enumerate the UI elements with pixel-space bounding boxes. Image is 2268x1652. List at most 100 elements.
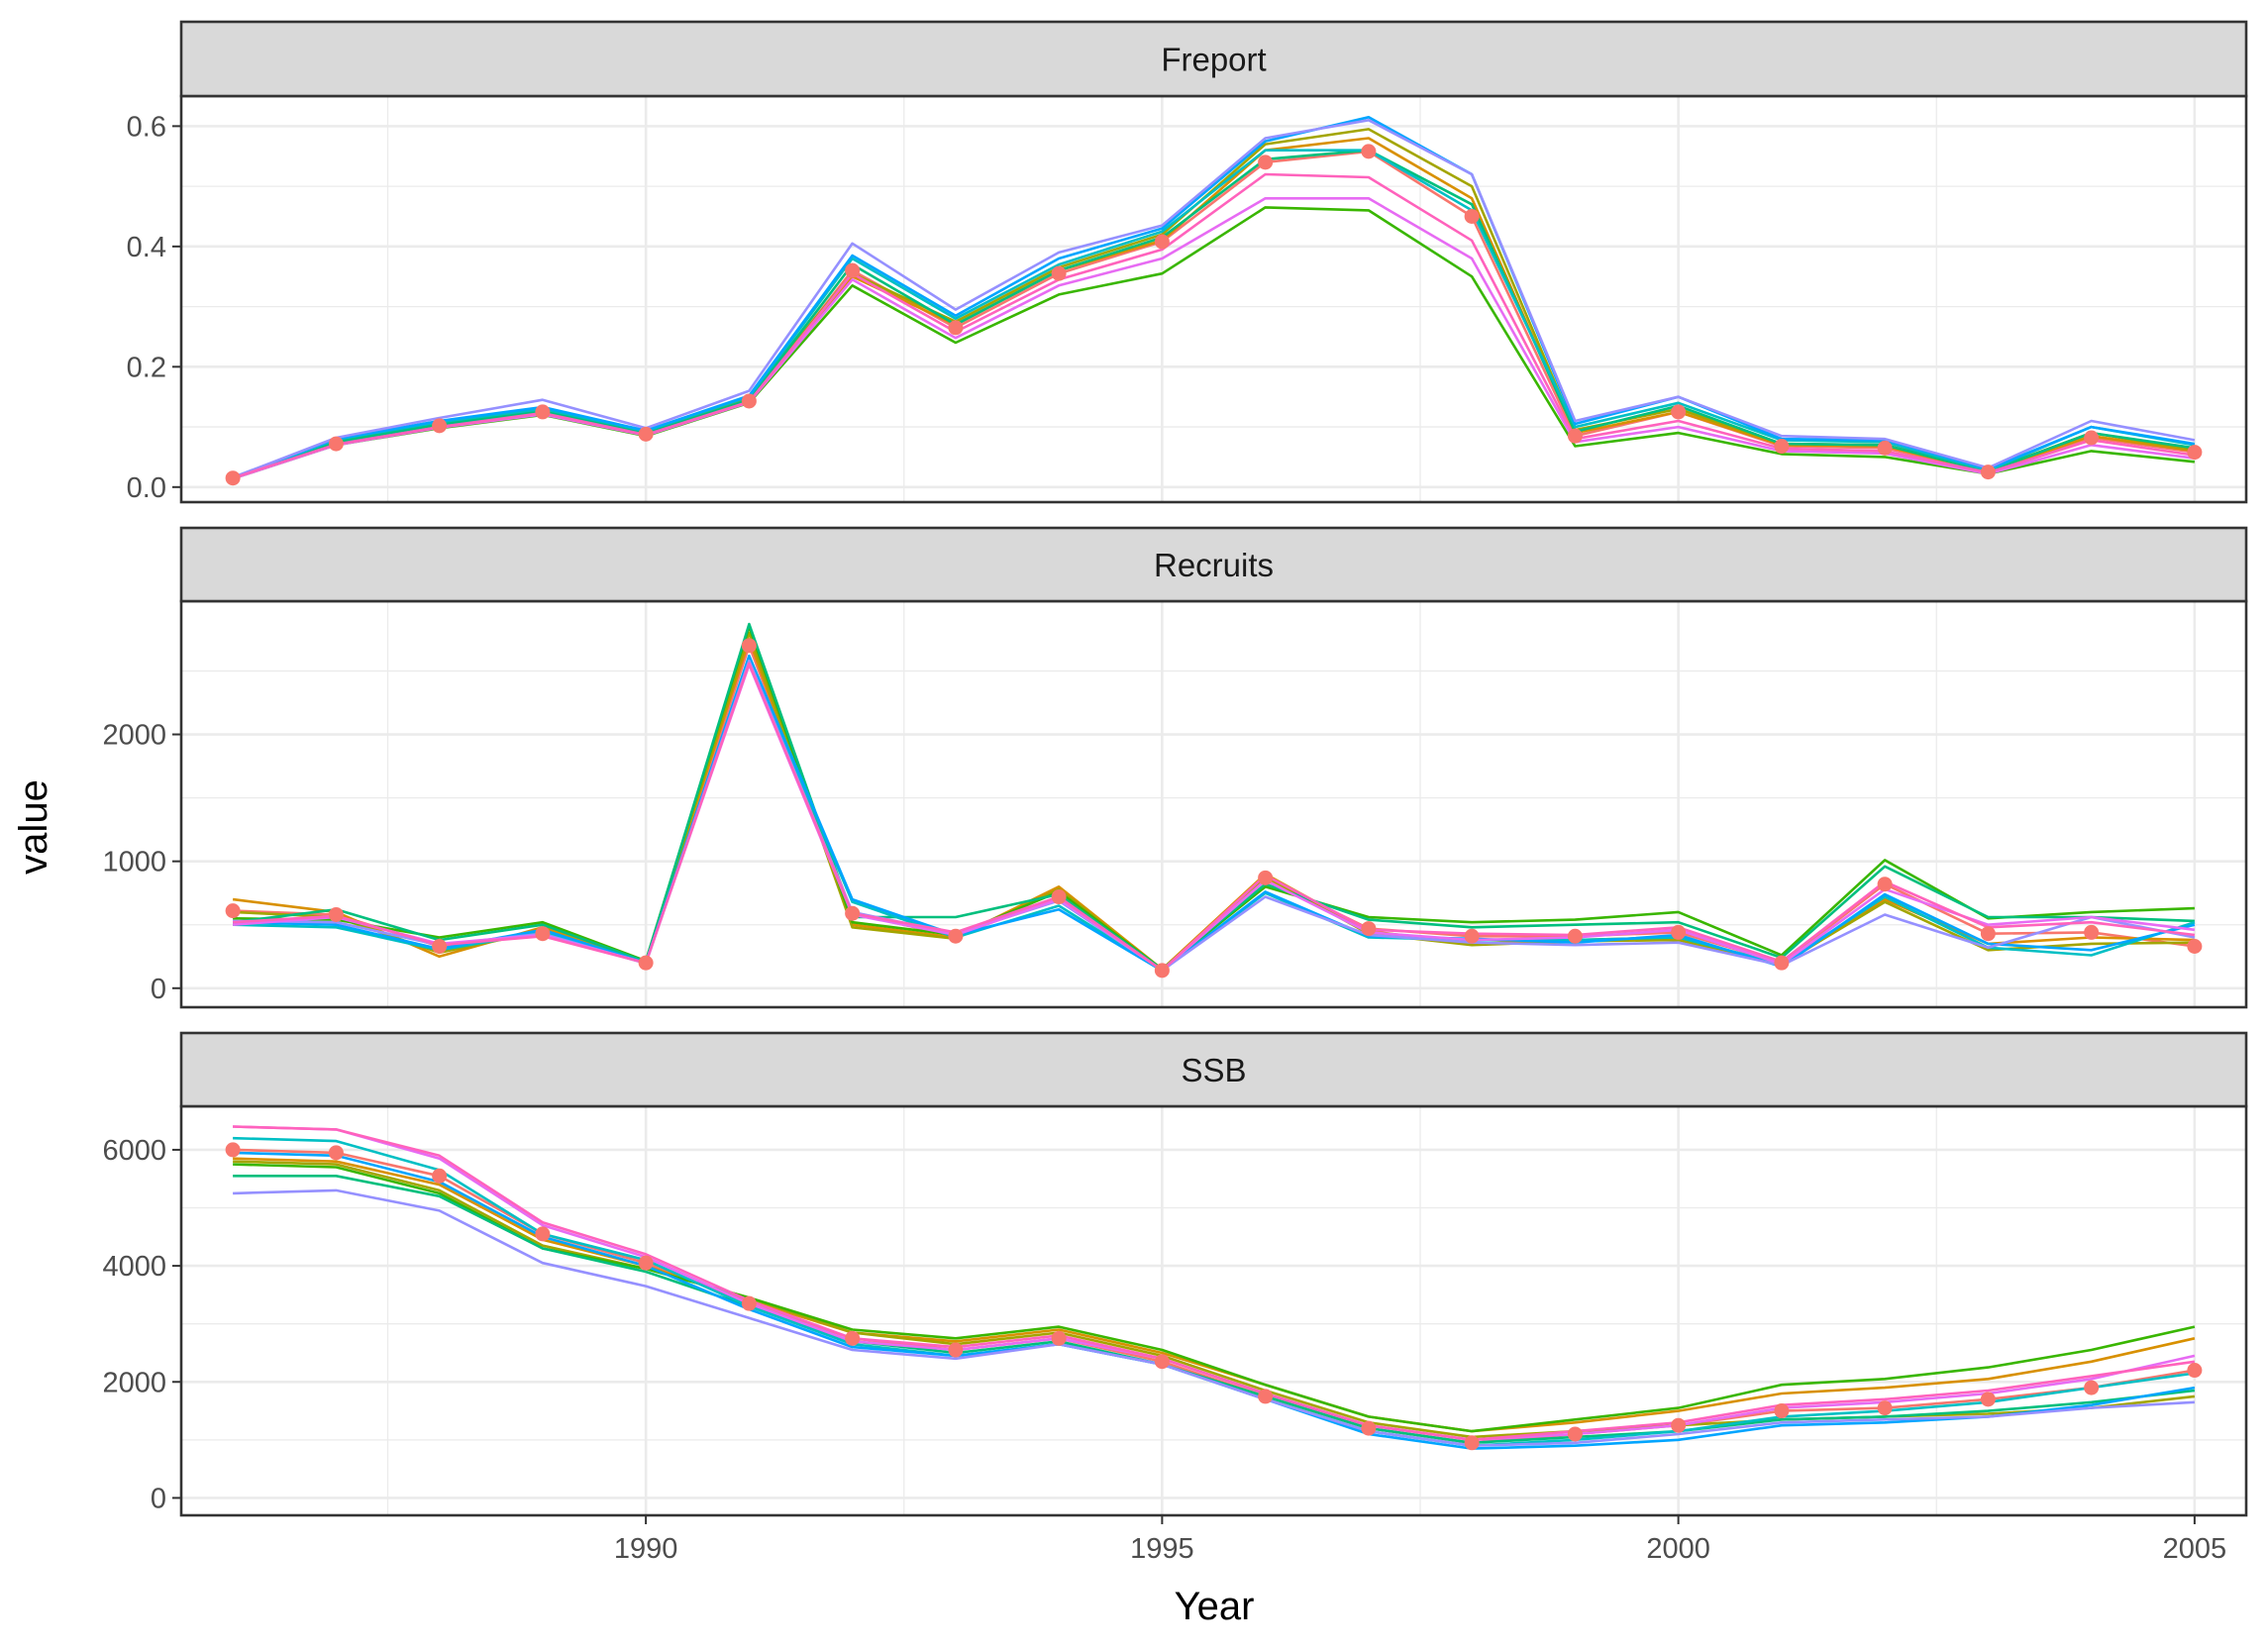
y-tick-label: 0 (151, 974, 166, 1005)
data-point (535, 404, 551, 420)
y-tick-label: 0.4 (127, 232, 166, 263)
series-line (232, 149, 2196, 479)
data-point (2084, 1380, 2100, 1395)
series-lines (232, 116, 2196, 480)
facet-strip-label: SSB (1181, 1052, 1246, 1088)
data-point (1361, 1420, 1377, 1436)
data-point (1258, 870, 1274, 885)
data-point (1671, 1417, 1687, 1433)
data-point (432, 1168, 448, 1184)
facet-strip-label: Recruits (1154, 547, 1274, 583)
data-point (1877, 877, 1893, 892)
data-point (1567, 428, 1583, 444)
y-axis-title: value (12, 779, 55, 875)
y-tick-label: 0.0 (127, 472, 166, 504)
x-tick-label: 1990 (614, 1533, 678, 1565)
x-tick-label: 2005 (2163, 1533, 2227, 1565)
data-point (225, 903, 241, 919)
data-point (1877, 1400, 1893, 1416)
data-point (1154, 234, 1170, 250)
facet-panel: 0.0 0.2 0.4 0.6 Freport (127, 20, 2248, 504)
data-point (1051, 1330, 1067, 1346)
series-lines (233, 1125, 2196, 1450)
data-point (1980, 926, 1996, 942)
facet-panels: 0.0 0.2 0.4 0.6 Freport 0 1000 2000 Recruits 0 200… (102, 20, 2248, 1517)
data-point (1464, 1435, 1480, 1451)
y-tick-label: 1000 (102, 847, 166, 878)
series-line (233, 654, 2196, 973)
facet-strip-label: Freport (1161, 42, 1266, 78)
data-point (2084, 924, 2100, 940)
panel-background (181, 601, 2246, 1007)
y-tick-label: 4000 (102, 1251, 166, 1283)
series-line (232, 116, 2196, 479)
y-tick-label: 2000 (102, 720, 166, 752)
series-line (232, 149, 2196, 479)
facet-strip (179, 1031, 2248, 1108)
data-point (1567, 1426, 1583, 1442)
data-point (1464, 928, 1480, 944)
x-tick-label: 1995 (1130, 1533, 1194, 1565)
data-point (1154, 1354, 1170, 1370)
data-point (638, 426, 654, 442)
data-point (845, 262, 861, 278)
data-point (2187, 939, 2203, 954)
data-point (2187, 445, 2203, 461)
data-point (948, 928, 964, 944)
y-tick-label: 0.2 (127, 352, 166, 383)
y-tick-label: 0.6 (127, 111, 166, 143)
panel-background (181, 96, 2246, 502)
x-tick-label: 2000 (1646, 1533, 1710, 1565)
data-point (1361, 144, 1377, 159)
data-point (1258, 155, 1274, 170)
data-point (638, 1255, 654, 1271)
data-point (845, 1330, 861, 1346)
data-point (1567, 928, 1583, 944)
observed-points (225, 638, 2203, 979)
data-point (948, 1342, 964, 1358)
data-point (948, 320, 964, 336)
data-point (741, 393, 757, 409)
series-line (232, 172, 2196, 479)
data-point (2187, 1363, 2203, 1379)
data-point (741, 638, 757, 654)
series-line (233, 1175, 2196, 1445)
data-point (1361, 921, 1377, 937)
y-tick-label: 2000 (102, 1367, 166, 1398)
data-point (1671, 404, 1687, 420)
series-line (232, 119, 2196, 479)
data-point (328, 906, 344, 922)
data-point (1051, 889, 1067, 905)
x-axis: 1990 1995 2000 2005 (614, 1515, 2226, 1565)
series-line (233, 1125, 2196, 1442)
data-point (432, 418, 448, 434)
data-point (741, 1295, 757, 1311)
series-line (233, 1188, 2195, 1447)
data-point (1258, 1389, 1274, 1404)
data-point (1671, 924, 1687, 940)
y-tick-label: 6000 (102, 1135, 166, 1167)
data-point (1774, 439, 1790, 455)
data-point (535, 926, 551, 942)
facet-strip (179, 20, 2248, 98)
data-point (328, 436, 344, 452)
series-lines (232, 622, 2196, 973)
data-point (1980, 465, 1996, 480)
observed-points (225, 1142, 2203, 1451)
data-point (1980, 1392, 1996, 1407)
data-point (225, 470, 241, 486)
facet-panel: 0 1000 2000 Recruits (102, 526, 2248, 1009)
data-point (225, 1142, 241, 1158)
data-point (845, 905, 861, 921)
data-point (1877, 440, 1893, 456)
data-point (1464, 208, 1480, 224)
data-point (535, 1226, 551, 1242)
observed-points (225, 144, 2203, 486)
facet-strip (179, 526, 2248, 603)
series-line (233, 1157, 2196, 1433)
data-point (328, 1145, 344, 1161)
data-point (1774, 955, 1790, 971)
data-point (432, 939, 448, 954)
panel-background (181, 1106, 2246, 1515)
series-line (233, 662, 2196, 973)
